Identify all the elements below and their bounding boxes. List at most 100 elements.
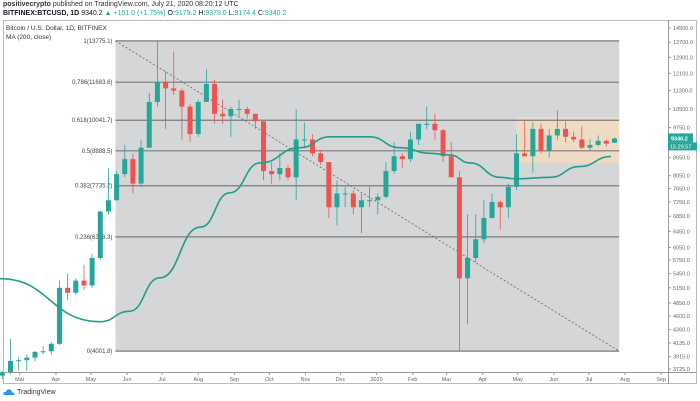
- tradingview-cloud-icon: [3, 389, 15, 395]
- candle-up: [391, 156, 397, 172]
- countdown-tag: [668, 142, 697, 151]
- publish-text: published on TradingView.com, July 21, 2…: [52, 1, 239, 8]
- candle-up: [89, 257, 95, 286]
- price-tick-label: 3725.0: [673, 367, 690, 373]
- candle-up: [24, 357, 30, 361]
- time-tick-label: May: [86, 377, 97, 383]
- footer: TradingView: [3, 388, 56, 396]
- footer-brand[interactable]: TradingView: [17, 388, 56, 396]
- candle-down: [212, 84, 218, 114]
- candle-up: [293, 139, 299, 178]
- candle-up: [7, 360, 13, 373]
- candle-down: [448, 156, 454, 178]
- candle-up: [236, 109, 242, 111]
- low-value: 9174.4: [234, 10, 256, 17]
- candle-up: [416, 123, 422, 140]
- time-tick-label: Mar: [15, 377, 25, 383]
- candle-down: [244, 109, 250, 114]
- price-tick-label: 5750.0: [673, 258, 690, 264]
- candle-down: [163, 81, 169, 89]
- fib-level-label: 0(4001.8): [87, 349, 113, 355]
- time-tick-label: Apr: [52, 377, 61, 383]
- candles-layer: [0, 40, 617, 380]
- candle-down: [285, 168, 291, 178]
- candle-up: [40, 351, 46, 353]
- candle-up: [97, 211, 103, 258]
- legend-indicator[interactable]: MA (200, close): [6, 34, 52, 41]
- last-price: 9340.2: [81, 10, 103, 17]
- candle-down: [220, 113, 226, 117]
- candle-up: [587, 144, 593, 148]
- close-value: 9340.2: [264, 10, 287, 17]
- fib-level-label: 0.618(10041.7): [72, 118, 113, 124]
- time-tick-label: Jul: [159, 377, 166, 383]
- low-label: L:: [228, 10, 235, 17]
- candle-up: [73, 280, 79, 293]
- fib-level-label: 0.786(11683.6): [72, 80, 112, 86]
- time-tick-label: Sep: [656, 377, 666, 383]
- candle-down: [130, 159, 136, 184]
- candle-down: [309, 139, 315, 154]
- symbol-name: BITFINEX:BTCUSD, 1D: [3, 10, 80, 17]
- candle-down: [318, 153, 324, 163]
- candle-down: [522, 153, 528, 157]
- time-tick-label: Dec: [336, 377, 346, 383]
- price-tick-label: 5450.0: [673, 272, 690, 278]
- dashed-trendline: [115, 40, 620, 352]
- time-tick-label: Sep: [229, 377, 239, 383]
- close-label: C:: [257, 10, 265, 17]
- candle-up: [154, 81, 160, 102]
- candle-up: [595, 140, 601, 145]
- candle-up: [48, 343, 54, 352]
- time-axis[interactable]: Mar Apr May Jun Jul Aug Sep Oct Nov Dec 2020 Feb Mar…: [15, 372, 666, 383]
- candle-up: [114, 174, 120, 201]
- price-tick-label: 4850.0: [673, 301, 690, 307]
- author-name[interactable]: positivecrypto: [3, 1, 51, 8]
- candle-up: [277, 168, 283, 175]
- price-tick-label: 14500.0: [673, 26, 693, 32]
- candle-down: [350, 193, 356, 208]
- price-tick-label: 7250.0: [673, 200, 690, 206]
- candle-down: [252, 113, 258, 122]
- publish-info: positivecrypto published on TradingView.…: [3, 1, 239, 8]
- price-tick-label: 8650.0: [673, 156, 690, 162]
- candle-down: [456, 177, 462, 279]
- chart-legend: Bitcoin / U.S. Dollar, 1D, BITFINEX MA (…: [6, 24, 107, 42]
- candle-up: [489, 201, 495, 219]
- candle-up: [334, 193, 340, 208]
- ma200-line: [0, 135, 612, 323]
- open-value: 9179.2: [174, 10, 197, 17]
- candle-up: [122, 159, 128, 175]
- candle-up: [342, 193, 348, 195]
- price-tick-label: 13700.0: [673, 40, 693, 46]
- candle-up: [514, 153, 520, 187]
- high-label: H:: [198, 10, 206, 17]
- candle-up: [105, 200, 111, 212]
- fib-level-label: 0.382(7735.2): [75, 184, 112, 190]
- price-tick-label: 10500.0: [673, 107, 693, 113]
- candle-up: [473, 239, 479, 258]
- time-tick-label: Jun: [123, 377, 132, 383]
- candle-down: [603, 140, 609, 144]
- price-axis[interactable]: 14500.0 13700.0 12900.0 12100.0 11300.0 10500…: [668, 26, 697, 373]
- candle-down: [432, 123, 438, 131]
- candle-down: [81, 280, 87, 286]
- candle-up: [32, 351, 38, 358]
- candle-up: [530, 128, 536, 157]
- time-tick-label: Mar: [442, 377, 452, 383]
- candle-up: [546, 135, 552, 151]
- candle-up: [554, 128, 560, 136]
- open-label: O:: [167, 10, 175, 17]
- candle-up: [383, 171, 389, 197]
- fib-level-label: 0.5(8888.5): [82, 149, 113, 155]
- price-tick-label: 4360.0: [673, 328, 690, 334]
- price-change: ▲ +161.0 (+1.75%): [104, 10, 166, 17]
- chart-frame: [3, 20, 697, 384]
- time-tick-label: Aug: [620, 377, 630, 383]
- candle-up: [301, 139, 307, 141]
- time-tick-label: Jun: [549, 377, 558, 383]
- price-tick-label: 4135.0: [673, 341, 690, 347]
- fib-level-label: 1(13775.1): [83, 39, 112, 45]
- candle-up: [611, 138, 617, 143]
